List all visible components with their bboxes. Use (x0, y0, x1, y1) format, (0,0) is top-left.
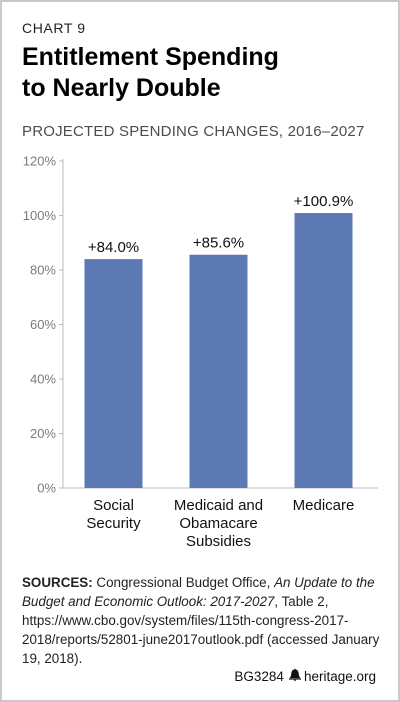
report-code: BG3284 (234, 668, 284, 684)
bar-chart: 0% 20% 40% 60% 80% 100% 120% +84.0% SocialSecuri… (23, 154, 378, 550)
sources-report-title: An Update to the Budget and Economic Out… (22, 575, 375, 609)
x-category-label: Social (93, 497, 134, 514)
x-category-label: Obamacare (179, 515, 257, 532)
footer-site: heritage.org (303, 668, 376, 684)
y-tick-label: 100% (23, 208, 57, 223)
liberty-bell-icon (288, 668, 301, 684)
chart-title-line-2: to Nearly Double (22, 74, 221, 102)
y-tick-label: 40% (30, 372, 56, 387)
chart-title-line-1: Entitlement Spending (22, 43, 279, 71)
x-category-label: Medicare (293, 497, 355, 514)
bar (84, 259, 143, 488)
y-tick-label: 80% (30, 263, 56, 278)
data-label: +85.6% (193, 235, 244, 252)
sources-text-2: , Table 2, https://www.cbo.gov/system/fi… (22, 594, 380, 666)
data-label: +84.0% (88, 239, 139, 256)
chart-title: Entitlement Spending to Nearly Double (22, 42, 382, 104)
chart-number-label: CHART 9 (22, 20, 86, 36)
bar (294, 213, 353, 489)
chart-subtitle: PROJECTED SPENDING CHANGES, 2016–2027 (22, 123, 365, 140)
footer: BG3284 heritage.org (234, 668, 376, 684)
x-category-label: Subsidies (186, 533, 251, 550)
sources-heading: SOURCES: (22, 575, 93, 590)
y-tick-label: 0% (37, 481, 56, 496)
x-category-label: Security (86, 515, 141, 532)
sources-text-1: Congressional Budget Office, (92, 575, 275, 590)
y-tick-label: 60% (30, 317, 56, 332)
x-category-label: Medicaid and (174, 497, 263, 514)
y-tick-label: 120% (23, 154, 57, 169)
bar (189, 254, 248, 488)
data-label: +100.9% (294, 193, 354, 210)
y-tick-label: 20% (30, 426, 56, 441)
sources-note: SOURCES: Congressional Budget Office, An… (22, 573, 388, 668)
